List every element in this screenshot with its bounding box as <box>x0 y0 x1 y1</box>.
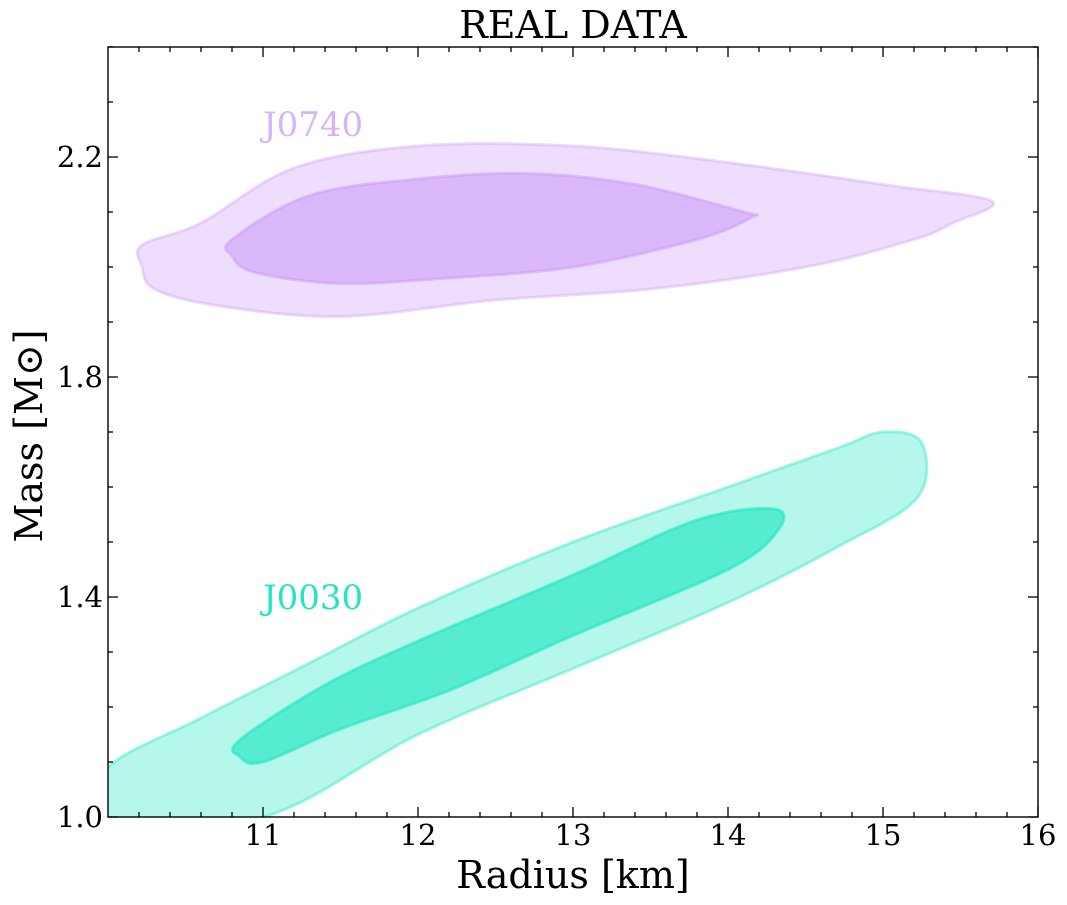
axis-tick-labels: 11 12 13 14 15 16 1.0 1.4 1.8 2.2 <box>57 140 1057 852</box>
axis-ticks <box>108 46 1039 818</box>
y-tick-label: 1.8 <box>57 360 103 394</box>
x-tick-label: 11 <box>245 818 282 852</box>
j0740-inner-region <box>223 171 760 286</box>
y-tick-label: 1.4 <box>57 580 103 614</box>
x-tick-label: 16 <box>1020 818 1057 852</box>
j0030-inner-region <box>231 506 786 766</box>
x-axis-title: Radius [km] <box>456 853 689 897</box>
x-tick-label: 15 <box>865 818 902 852</box>
x-tick-label: 14 <box>710 818 747 852</box>
region-labels: J0740 J0030 <box>260 105 363 618</box>
j0740-label: J0740 <box>260 105 363 145</box>
x-tick-label: 12 <box>400 818 437 852</box>
contour-regions <box>108 142 996 817</box>
j0030-label: J0030 <box>260 578 363 618</box>
chart-title: REAL DATA <box>459 3 687 47</box>
y-tick-label: 2.2 <box>57 140 103 174</box>
y-axis-title: Mass [M⊙] <box>7 329 51 542</box>
x-tick-label: 13 <box>555 818 592 852</box>
y-tick-label: 1.0 <box>57 800 103 834</box>
